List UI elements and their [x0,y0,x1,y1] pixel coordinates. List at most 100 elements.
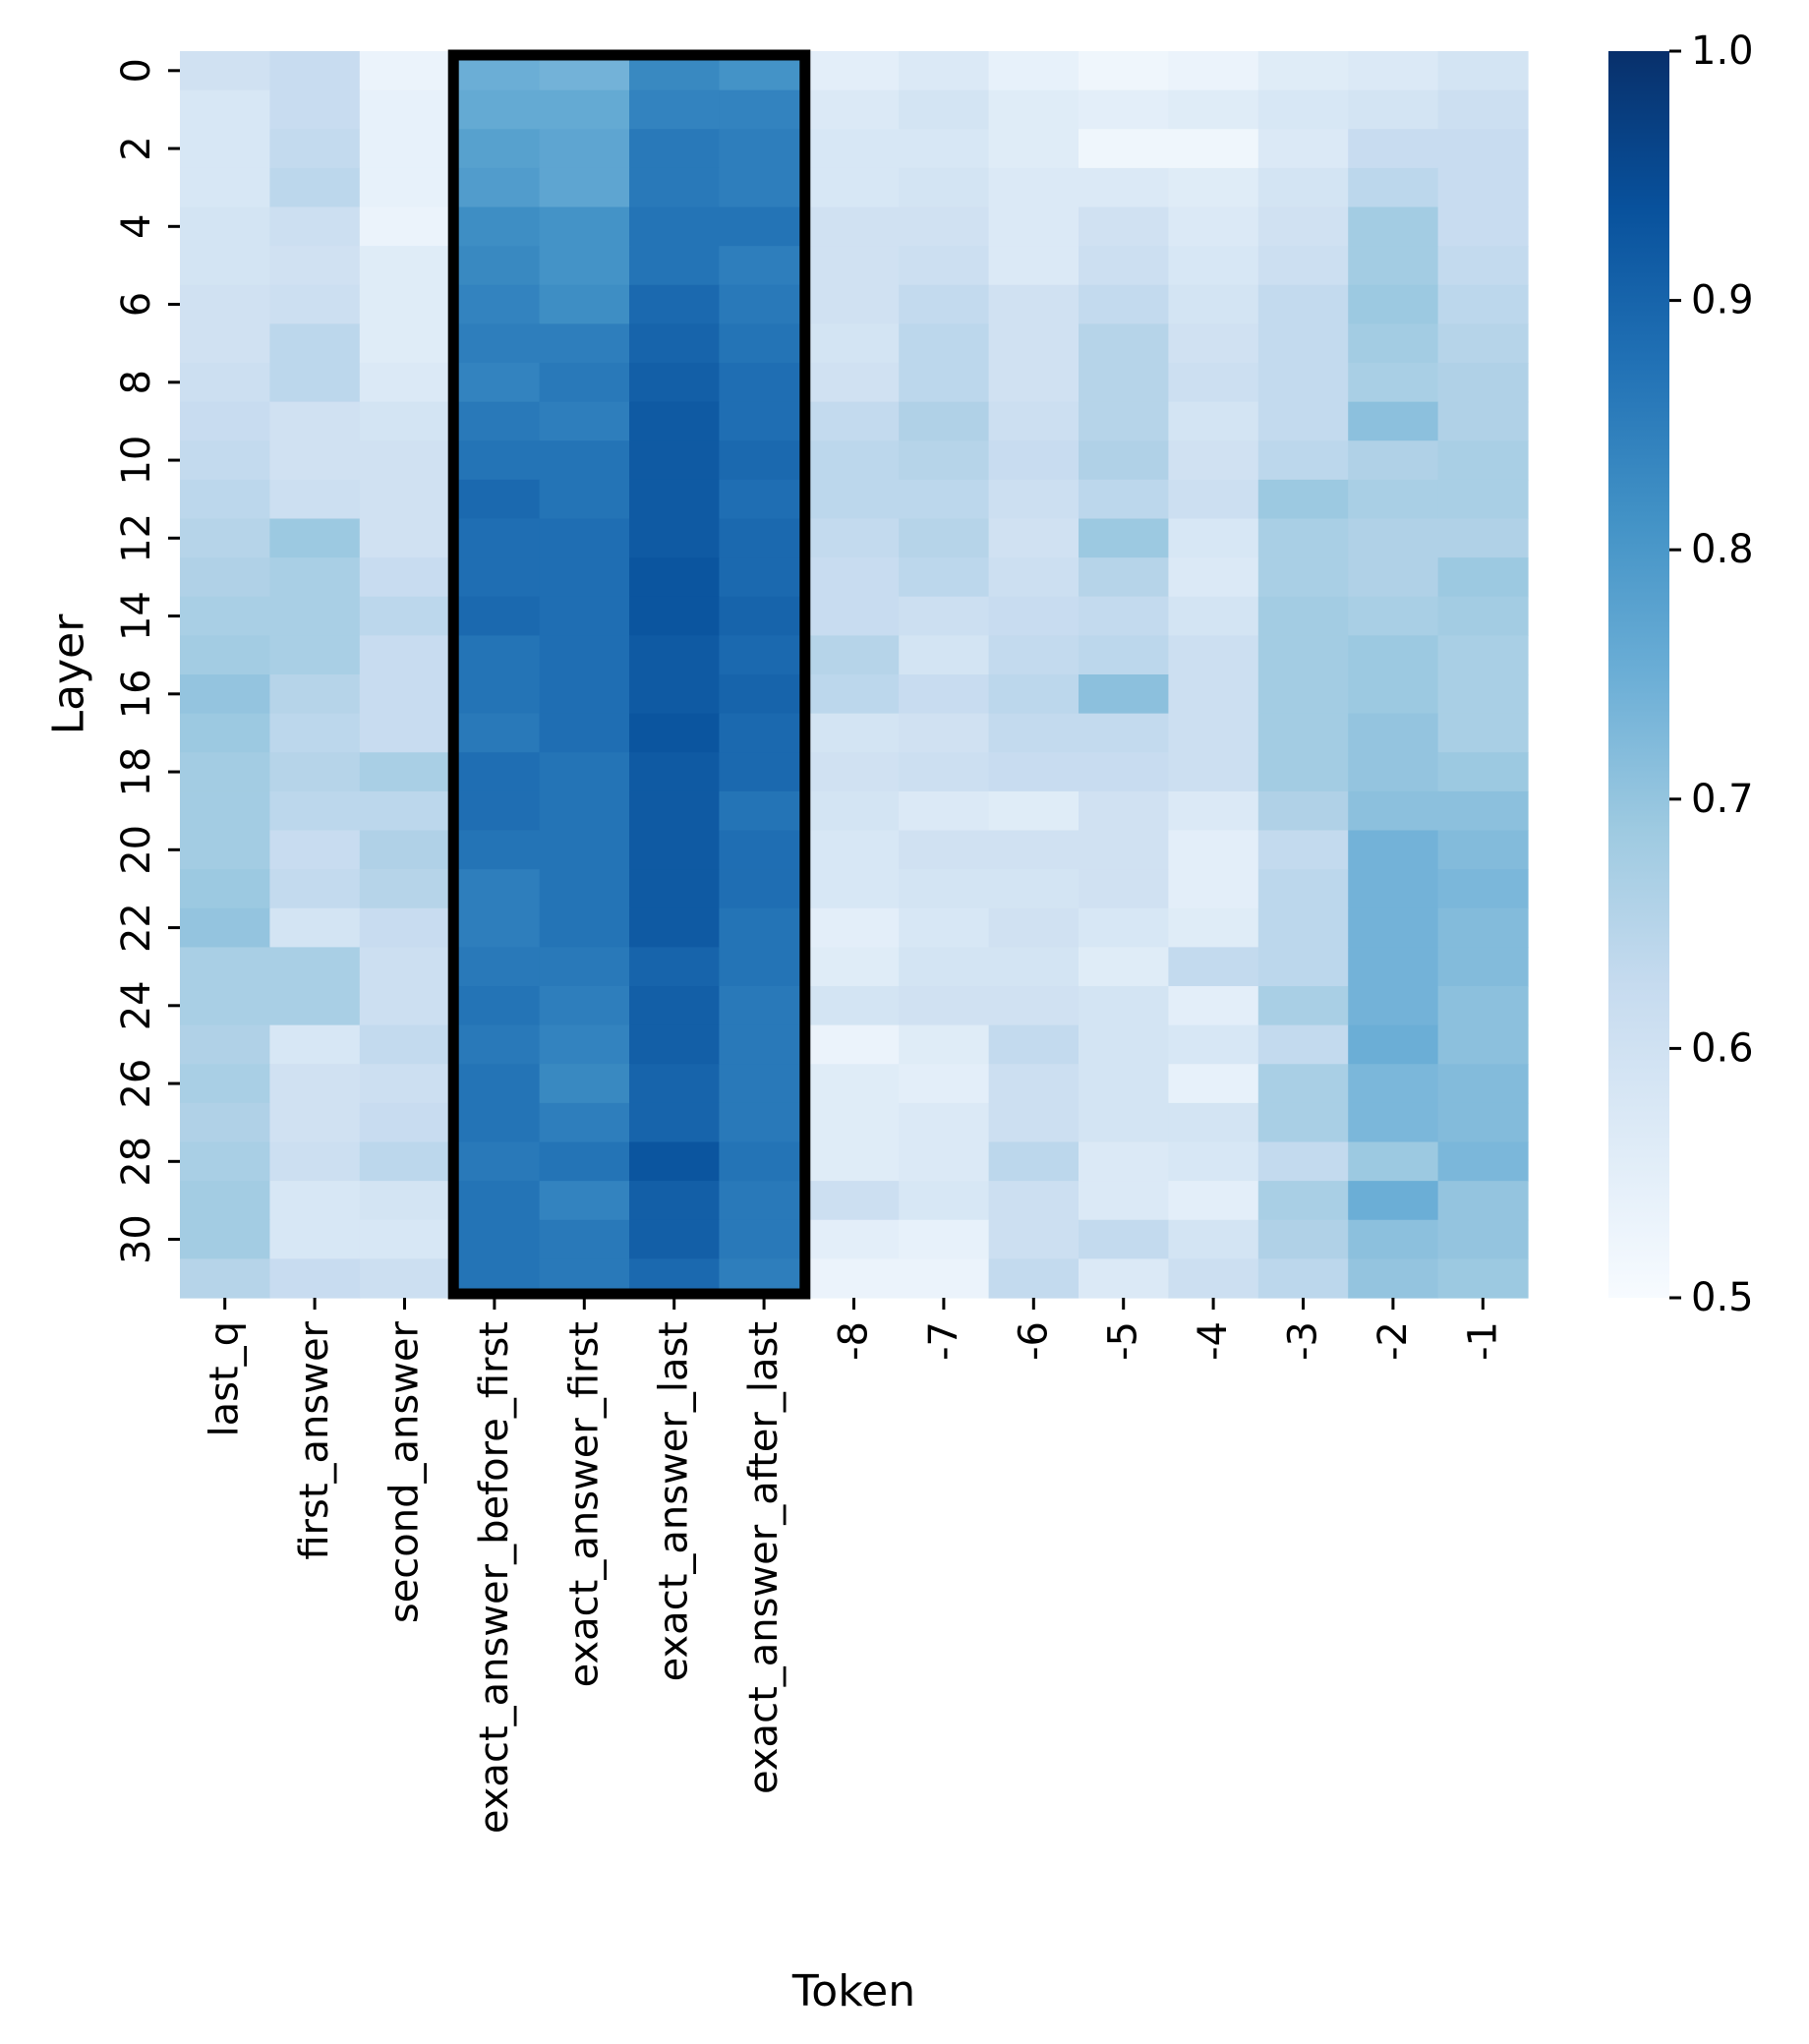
heatmap-cell [719,869,810,909]
heatmap-cell [988,947,1080,987]
heatmap-cell [988,89,1080,130]
heatmap-cell [1257,89,1349,130]
heatmap-cell [1079,51,1169,91]
heatmap-cell [359,1219,450,1259]
heatmap-cell [1437,1024,1529,1065]
heatmap-cell [539,167,630,208]
heatmap-cell [1168,129,1259,169]
heatmap-cell [808,479,900,520]
heatmap-cell [180,363,270,403]
y-tick-label: 4 [114,214,159,239]
heatmap-cell [1348,363,1439,403]
heatmap-cell [1437,323,1529,364]
heatmap-cell [1437,401,1529,441]
y-tick-label: 14 [114,591,159,641]
heatmap-cell [719,323,810,364]
heatmap-cell [808,869,900,909]
heatmap-cell [808,674,900,715]
heatmap-cell [359,947,450,987]
heatmap-cell [180,284,270,324]
heatmap-cell [629,830,720,870]
heatmap-cell [1437,479,1529,520]
heatmap-cell [539,713,630,753]
y-tick-label: 30 [114,1214,159,1264]
heatmap-cell [1079,518,1169,558]
heatmap-cell [180,1258,270,1299]
heatmap-cell [1348,790,1439,832]
heatmap-cell [1168,1219,1259,1259]
heatmap-cell [719,1219,810,1259]
heatmap-cell [988,129,1080,169]
heatmap-cell [1437,790,1529,832]
heatmap-cell [1437,1141,1529,1182]
heatmap-cell [899,1064,990,1104]
heatmap-cell [719,1102,810,1143]
x-tick-label: -8 [832,1321,877,1361]
heatmap-cell [449,1141,541,1182]
heatmap-cell [808,323,900,364]
heatmap-cell [1348,1258,1439,1299]
heatmap-cell [1079,869,1169,909]
heatmap-cell [629,518,720,558]
heatmap-cell [180,1064,270,1104]
heatmap-cell [1079,206,1169,247]
heatmap-cell [449,167,541,208]
heatmap-cell [449,401,541,441]
y-tick-label: 28 [114,1137,159,1187]
heatmap-cell [269,1064,361,1104]
heatmap-cell [1348,206,1439,247]
heatmap-cell [1079,440,1169,481]
heatmap-cell [539,947,630,987]
heatmap-cell [359,907,450,948]
heatmap-cell [1079,557,1169,598]
heatmap-cell [719,518,810,558]
x-axis-ticks: last_q first_answer second_answer exact_ans… [203,1298,1505,1834]
heatmap-cell [180,713,270,753]
heatmap-cell [269,363,361,403]
heatmap-cell [449,1102,541,1143]
heatmap-cell [269,1181,361,1221]
heatmap-cell [1079,284,1169,324]
heatmap-cell [1348,518,1439,558]
heatmap-cell [629,752,720,792]
heatmap-cell [269,518,361,558]
colorbar-tick-label: 0.9 [1691,278,1754,323]
heatmap-cell [988,635,1080,675]
heatmap-cell [988,1258,1080,1299]
x-tick-label: -1 [1460,1321,1505,1361]
heatmap-cell [449,674,541,715]
heatmap-cell [1168,947,1259,987]
heatmap-cell [539,674,630,715]
heatmap-cell [719,635,810,675]
heatmap-cell [449,363,541,403]
x-tick-label: exact_answer_after_last [741,1321,787,1794]
x-tick-label: -5 [1101,1321,1146,1361]
heatmap-cell [899,674,990,715]
heatmap-cell [359,752,450,792]
heatmap-cell [1437,1258,1529,1299]
heatmap-cell [180,869,270,909]
heatmap-cell [899,1219,990,1259]
heatmap-cell [449,479,541,520]
heatmap-cell [539,1219,630,1259]
heatmap-cell [1257,1141,1349,1182]
heatmap-cell [808,89,900,130]
heatmap-cell [449,713,541,753]
heatmap-cell [1168,713,1259,753]
y-tick-label: 6 [114,292,159,317]
heatmap-cell [1348,167,1439,208]
heatmap-cell [988,790,1080,832]
heatmap-cell [1079,1258,1169,1299]
heatmap-cell [719,401,810,441]
heatmap-cell [539,206,630,247]
heatmap-cell [449,635,541,675]
heatmap-cell [1079,246,1169,286]
heatmap-cell [899,713,990,753]
heatmap-cell [808,1258,900,1299]
heatmap-cell [1348,129,1439,169]
heatmap-cell [1348,1024,1439,1065]
x-tick-label: -6 [1011,1321,1056,1361]
heatmap-cell [988,557,1080,598]
heatmap-cell [629,440,720,481]
y-tick-label: 2 [114,136,159,160]
